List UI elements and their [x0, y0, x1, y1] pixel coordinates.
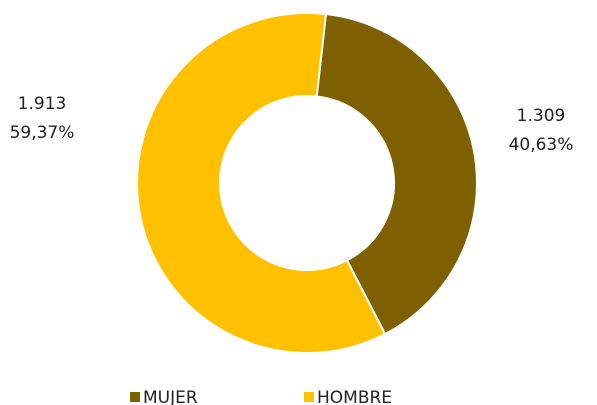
legend-label: MUJER: [143, 388, 198, 405]
value-label: 1.913: [18, 94, 67, 114]
legend-swatch: [304, 392, 314, 402]
donut-slice: [315, 12, 478, 336]
legend-label: HOMBRE: [317, 388, 392, 405]
legend-swatch: [130, 392, 140, 402]
percentage-label: 59,37%: [10, 123, 75, 143]
value-label: 1.309: [517, 106, 566, 126]
percentage-label: 40,63%: [509, 135, 574, 155]
donut-slice: [136, 12, 387, 354]
